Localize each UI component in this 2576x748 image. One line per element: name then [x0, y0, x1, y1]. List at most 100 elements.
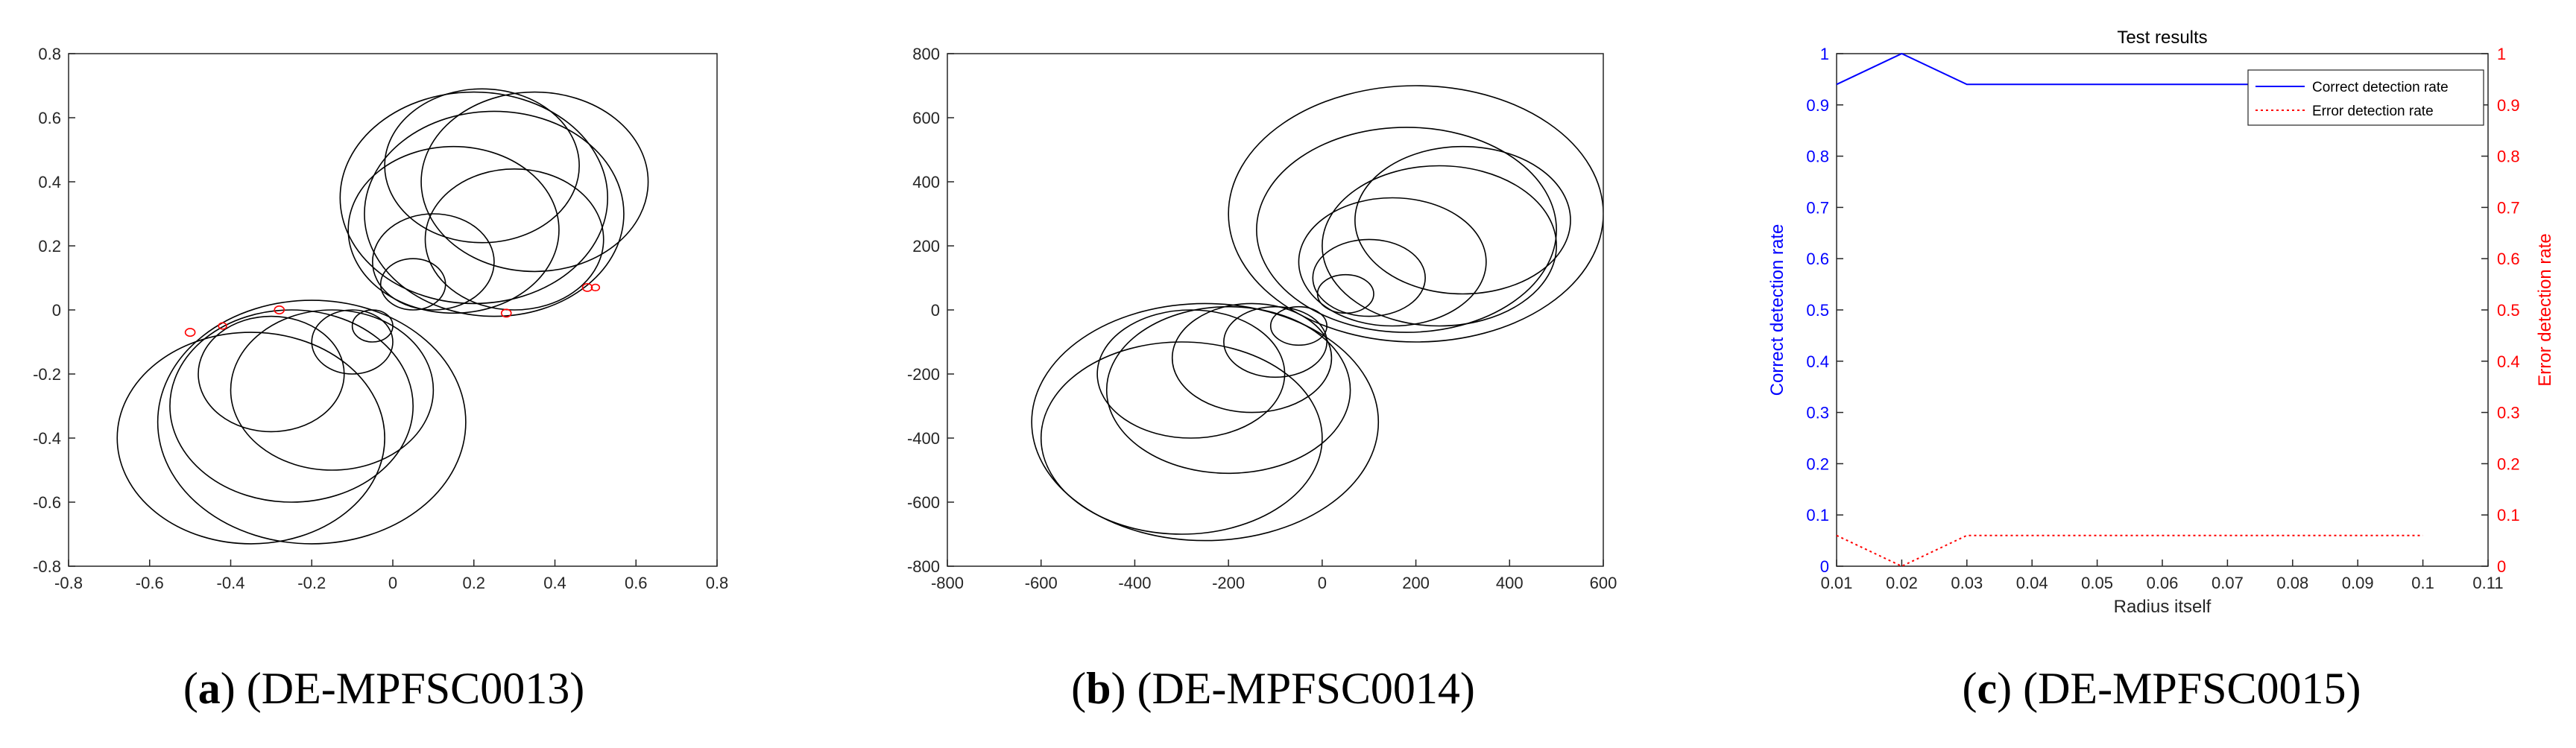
plot-area: [116, 88, 649, 545]
x-tick-label: 0.06: [2147, 574, 2179, 592]
y-tick-label: 800: [912, 45, 940, 63]
y-tick-label: 0.8: [1806, 148, 1829, 166]
chart-panel-b: -800 -600 -400 -200 0 200 400 600 -800 -600 -400 -2…: [907, 45, 1617, 592]
self-circle-marker: [424, 168, 604, 311]
self-circle-marker: [116, 332, 385, 545]
caption-b-letter: b: [1086, 664, 1111, 713]
y-tick-label: -200: [907, 365, 940, 384]
self-circle-marker: [1316, 273, 1374, 314]
self-circle-marker: [1096, 309, 1286, 439]
y-tick-label: 0.7: [1806, 198, 1829, 217]
x-tick-label: 0.04: [2016, 574, 2048, 592]
y-tick-label: -0.8: [33, 557, 61, 576]
self-circle-marker: [339, 91, 608, 305]
caption-c-text: (DE-MPFSC0015): [2023, 664, 2361, 713]
x-tick-label: 0.08: [2276, 574, 2308, 592]
x-tick-label: -0.2: [297, 574, 326, 592]
y-tick-label: 0.1: [1806, 506, 1829, 524]
detector-circle-marker: [500, 308, 512, 318]
x-tick-label: -0.4: [217, 574, 245, 592]
x-tick-label: -600: [1025, 574, 1058, 592]
x-tick-label: 0.07: [2212, 574, 2244, 592]
y-tick-label: -800: [907, 557, 940, 576]
detector-circle-marker: [581, 282, 593, 292]
self-circle-marker: [1171, 302, 1333, 413]
x-tick-label: 0.4: [543, 574, 566, 592]
x-tick-label: 0.8: [706, 574, 729, 592]
self-circle-marker: [364, 110, 625, 317]
y-tick-label: 0: [52, 301, 61, 320]
x-tick-label: 600: [1590, 574, 1617, 592]
self-circle-marker: [1312, 238, 1426, 317]
self-circle-marker: [372, 213, 495, 311]
y2-tick-label: 0: [2497, 557, 2506, 576]
legend-entry: Correct detection rate: [2312, 80, 2449, 95]
y-tick-label: 0.6: [38, 109, 61, 127]
self-circle-marker: [1354, 145, 1571, 295]
x-axis-label: Radius itself: [2114, 597, 2212, 617]
x-tick-label: 200: [1402, 574, 1430, 592]
caption-b: (b) (DE-MPFSC0014): [1071, 664, 1475, 713]
x-tick-label: -0.6: [136, 574, 164, 592]
x-tick-label: -200: [1212, 574, 1245, 592]
self-circle-marker: [1031, 302, 1380, 542]
self-circle-marker: [384, 88, 580, 244]
caption-c: (c) (DE-MPFSC0015): [1962, 664, 2361, 713]
self-circle-marker: [157, 299, 467, 545]
self-circle-marker: [1256, 127, 1557, 333]
y-tick-label: 200: [912, 237, 940, 256]
x-tick-label: 0.6: [625, 574, 648, 592]
x-tick-label: -0.8: [54, 574, 83, 592]
y-tick-label: 0: [1820, 557, 1829, 576]
legend-box: [2247, 69, 2484, 126]
y-tick-label: 0.4: [38, 173, 61, 191]
error-detection-line: [1836, 534, 2423, 568]
y2-tick-label: 0.5: [2497, 301, 2520, 320]
y-tick-label: 1: [1820, 45, 1829, 63]
axes-frame-2: [1836, 53, 2489, 567]
self-circle-marker: [379, 258, 446, 311]
x-tick-label: 0.05: [2081, 574, 2113, 592]
self-circle-marker: [169, 309, 414, 503]
self-circle-marker: [1269, 305, 1328, 346]
y-tick-label: 0.2: [1806, 454, 1829, 473]
y-tick-label: 0.3: [1806, 404, 1829, 422]
y-tick-label: 0.9: [1806, 96, 1829, 115]
x-tick-label: -400: [1118, 574, 1151, 592]
self-circle-marker: [1040, 341, 1323, 535]
x-tick-label: 0.09: [2342, 574, 2374, 592]
self-circle-marker: [351, 309, 394, 343]
detector-circle-marker: [274, 305, 285, 314]
self-circle-marker: [1223, 305, 1328, 378]
x-tick-label: 0.03: [1951, 574, 1983, 592]
chart-panel-c: 0.01 0.02 0.03 0.04 0.05 0.06 0.07 0.08 0.09 0.1 0…: [1767, 28, 2555, 617]
chart-title: Test results: [2117, 28, 2207, 48]
detector-circle-marker: [218, 322, 227, 330]
y-tick-label: -0.4: [33, 429, 61, 448]
y2-tick-label: 0.6: [2497, 250, 2520, 268]
axes-frame-1: [947, 53, 1604, 567]
y-tick-label: 0.6: [1806, 250, 1829, 268]
axes-frame-0: [68, 53, 718, 567]
self-circle-marker: [230, 309, 435, 471]
caption-b-text: (DE-MPFSC0014): [1137, 664, 1475, 713]
detector-circle-marker: [184, 328, 196, 337]
x-tick-label: 0: [388, 574, 397, 592]
y2-tick-label: 0.9: [2497, 96, 2520, 115]
x-tick-label: 0.2: [462, 574, 485, 592]
x-tick-label: 0.1: [2411, 574, 2434, 592]
x-tick-label: -800: [931, 574, 964, 592]
x-tick-label: 0: [1318, 574, 1327, 592]
y2-tick-label: 0.7: [2497, 198, 2520, 217]
x-tick-label: 0.02: [1886, 574, 1918, 592]
self-circle-marker: [311, 309, 394, 375]
y2-axis-label: Error detection rate: [2535, 233, 2555, 386]
y-tick-label: 600: [912, 109, 940, 127]
y-tick-label: -0.6: [33, 493, 61, 512]
y-tick-label: 0.5: [1806, 301, 1829, 320]
caption-a: (a) (DE-MPFSC0013): [183, 664, 585, 713]
y-tick-label: 0: [931, 301, 940, 320]
x-tick-label: 0.01: [1821, 574, 1853, 592]
y-tick-label: 400: [912, 173, 940, 191]
